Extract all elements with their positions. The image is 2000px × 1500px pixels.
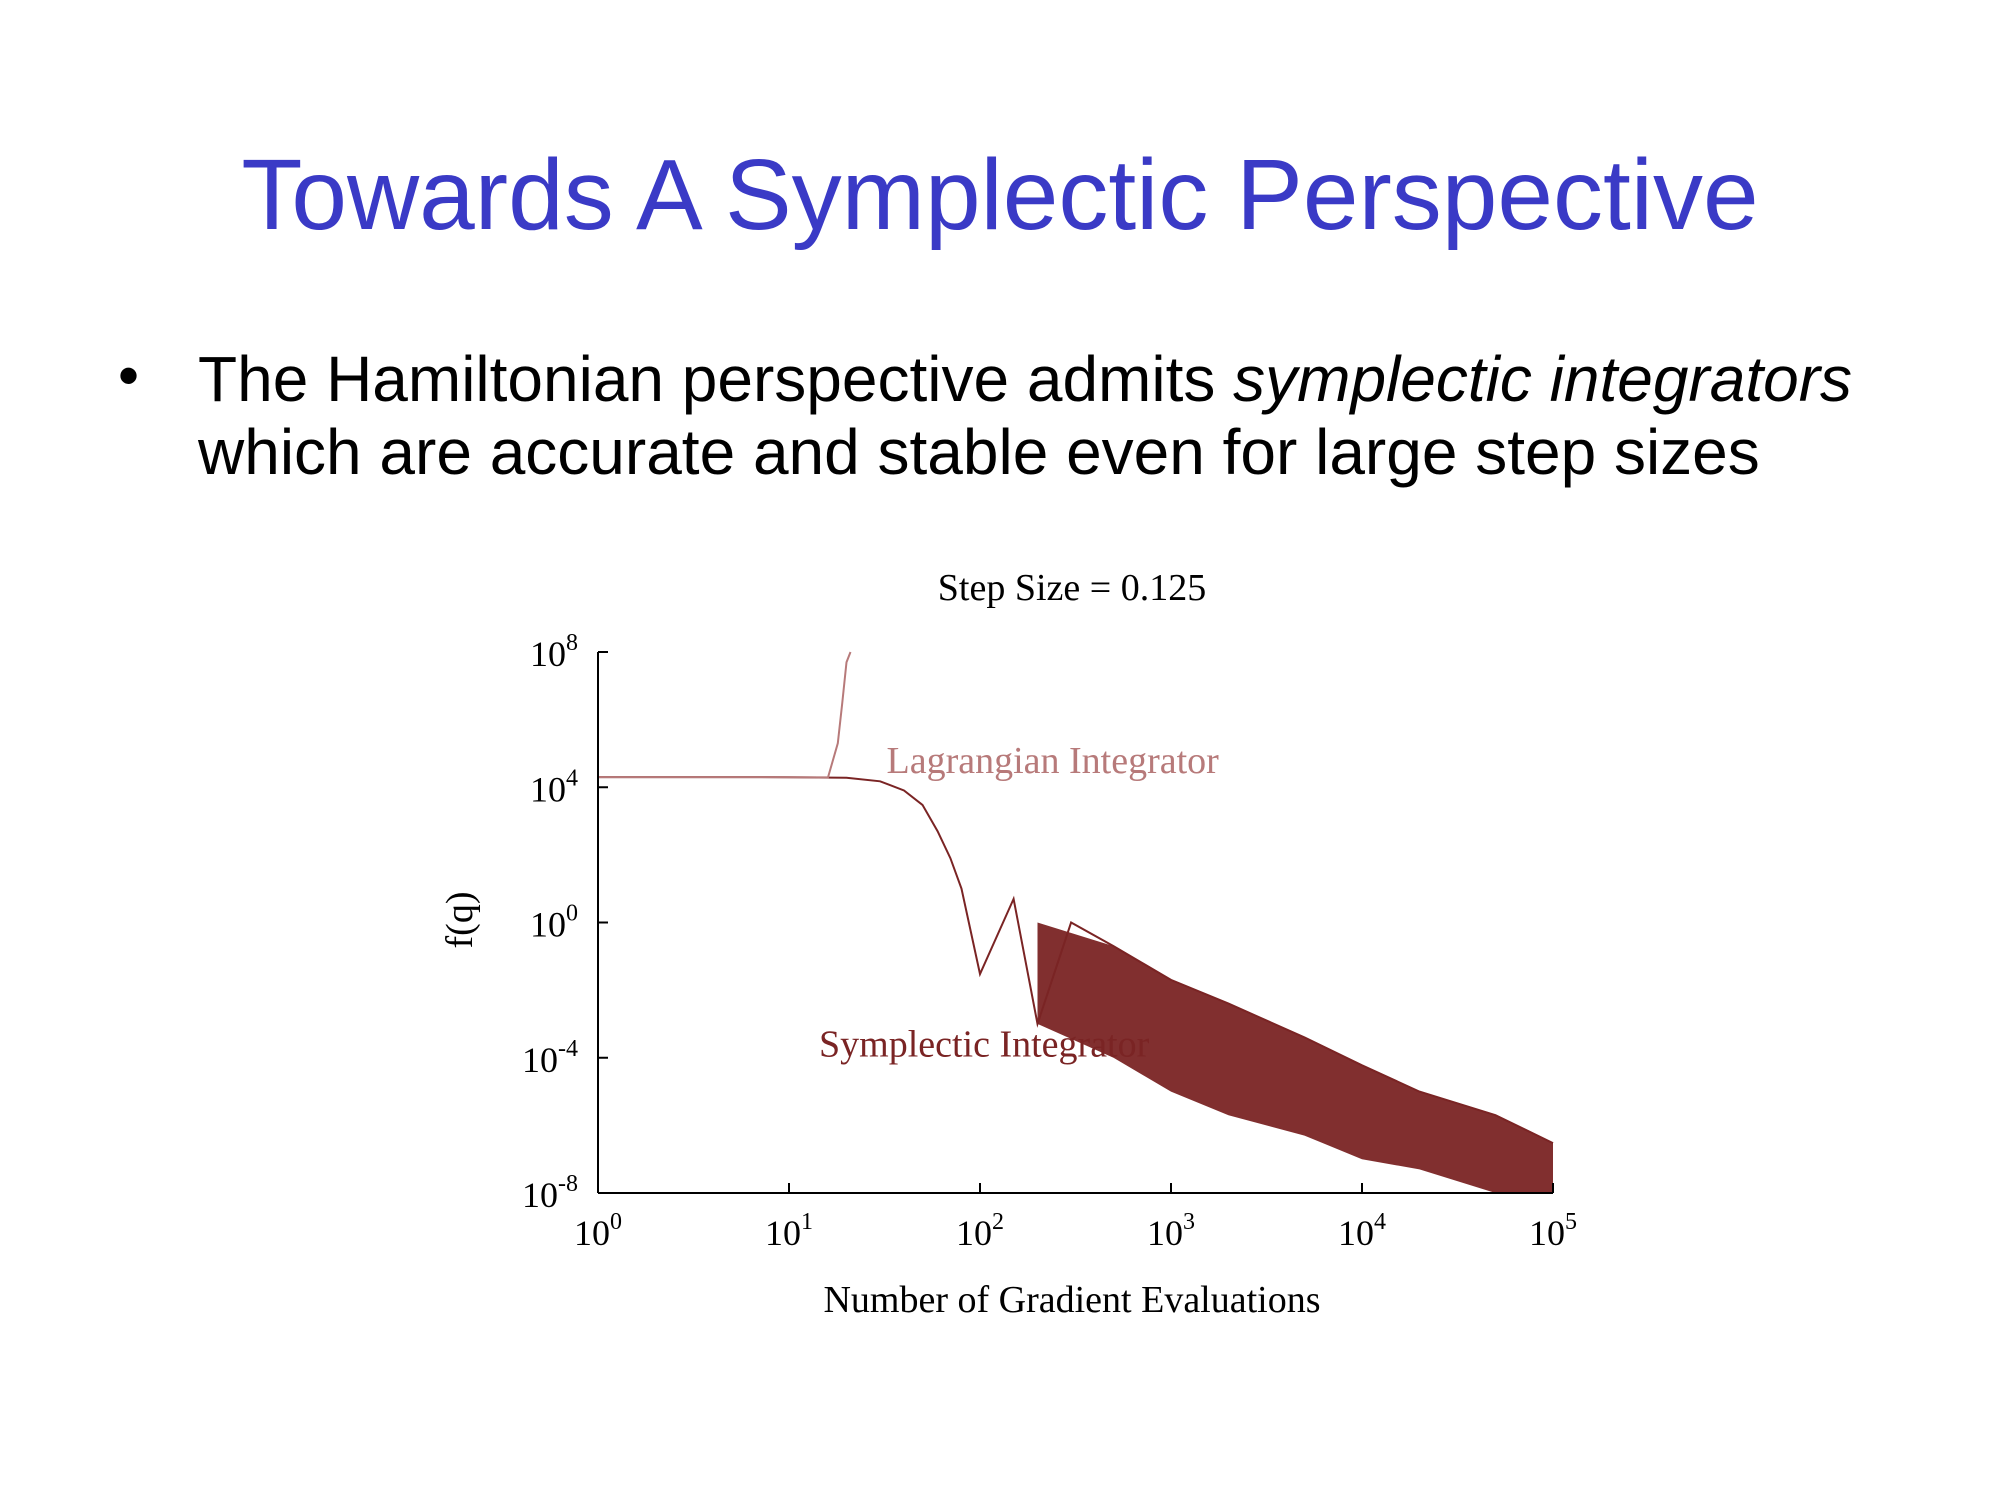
- symplectic-envelope: [1037, 922, 1553, 1193]
- y-tick-label: 100: [530, 901, 578, 945]
- series-symplectic-line: [597, 776, 1554, 1144]
- bullet-text-part1: The Hamiltonian perspective admits: [198, 343, 1234, 415]
- chart-title: Step Size = 0.125: [938, 567, 1206, 609]
- x-tick-label: 102: [956, 1209, 1004, 1253]
- series-lagrangian-line: [598, 651, 852, 779]
- bullet-text-part2: which are accurate and stable even for l…: [198, 416, 1760, 488]
- x-tick-label: 104: [1338, 1209, 1386, 1253]
- slide-title: Towards A Symplectic Perspective: [241, 139, 1759, 251]
- y-tick-label: 10-4: [522, 1036, 578, 1080]
- bullet-text-emphasis: symplectic integrators: [1233, 343, 1852, 415]
- x-tick-label: 101: [765, 1209, 813, 1253]
- annotation-symplectic: Symplectic Integrator: [819, 1023, 1150, 1065]
- bullet-marker: •: [118, 342, 140, 409]
- chart-plot-area: 100 101 102 103 104 105 108 104 100 10-4 10-8 Lagra…: [522, 630, 1577, 1253]
- x-tick-label: 105: [1529, 1209, 1577, 1253]
- bullet-text: The Hamiltonian perspective admits sympl…: [198, 343, 1918, 489]
- chart-x-axis-label: Number of Gradient Evaluations: [823, 1279, 1320, 1321]
- annotation-lagrangian: Lagrangian Integrator: [886, 740, 1219, 782]
- x-tick-label: 103: [1147, 1209, 1195, 1253]
- y-tick-label: 10-8: [522, 1171, 578, 1215]
- chart-y-axis-label: f(q): [439, 892, 481, 949]
- x-tick-label: 100: [574, 1209, 622, 1253]
- y-tick-label: 104: [530, 765, 578, 809]
- y-tick-label: 108: [530, 630, 578, 674]
